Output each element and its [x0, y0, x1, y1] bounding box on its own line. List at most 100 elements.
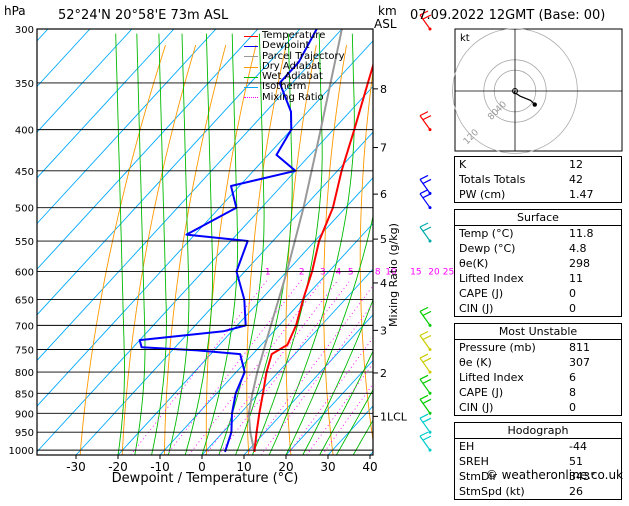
- parcel-trajectory: [247, 29, 343, 453]
- surface-row: CAPE (J) 0: [459, 287, 576, 300]
- x-tick-label: -30: [66, 460, 86, 474]
- wet-adiabat-line: [285, 214, 373, 455]
- mu-row: CIN (J) 0: [459, 401, 576, 414]
- legend-wet-adiabat: Wet Adiabat: [244, 71, 345, 82]
- legend-isotherm: Isotherm: [244, 82, 345, 92]
- pressure-tick-label: 300: [15, 25, 34, 36]
- wind-barb: [419, 374, 432, 395]
- mixing-ratio-line: [205, 279, 339, 455]
- km-tick-label: 6: [380, 188, 387, 201]
- x-tick-label: 40: [362, 460, 377, 474]
- mixing-ratio-label: 8: [375, 267, 381, 277]
- index-row: PW (cm) 1.47: [459, 188, 594, 201]
- wind-barb: [419, 394, 432, 415]
- x-tick-label: -10: [150, 460, 170, 474]
- km-tick-label: 3: [380, 324, 387, 337]
- x-tick-label: 20: [278, 460, 293, 474]
- mixing-ratio-label: 20: [428, 267, 440, 277]
- mixing-ratio-label: 1: [265, 267, 271, 277]
- wet-adiabat-line: [302, 298, 373, 455]
- mixing-ratio-label: 5: [348, 267, 354, 277]
- mu-row: Pressure (mb) 811: [459, 341, 590, 354]
- isotherm-line: [201, 268, 373, 455]
- mixing-ratio-label: 10: [385, 267, 397, 277]
- wet-adiabat-line: [336, 388, 373, 455]
- isotherm-line: [37, 29, 301, 316]
- isotherm-line: [75, 131, 373, 455]
- legend-mixing-ratio: Mixing Ratio: [244, 92, 345, 103]
- mixing-ratio-line: [166, 279, 303, 455]
- isotherm-line: [37, 29, 259, 270]
- km-tick-label: 1LCL: [380, 410, 408, 423]
- legend-parcel: Parcel Trajectory: [244, 51, 345, 62]
- wind-barb: [419, 306, 432, 327]
- wind-barb: [419, 431, 432, 452]
- hodo-row: SREH 51: [459, 455, 583, 468]
- mixing-ratio-label: 25: [443, 267, 454, 277]
- isotherm-line: [159, 222, 373, 455]
- isotherm-line: [37, 29, 91, 88]
- pressure-tick-label: 450: [15, 167, 34, 178]
- plot-frame: [36, 28, 374, 456]
- surface-section: Surface Temp (°C) 11.8 Dewp (°C) 4.8 θe(K)…: [454, 209, 622, 317]
- surface-row: θe(K) 298: [459, 257, 590, 270]
- most-unstable-section: Most Unstable Pressure (mb) 811 θe (K) 307…: [454, 323, 622, 416]
- wind-barb: [419, 10, 432, 31]
- temperature-profile: [253, 62, 373, 453]
- pressure-tick-label: 550: [15, 237, 34, 248]
- mixing-ratio-label: 2: [299, 267, 305, 277]
- wet-adiabat-line: [134, 33, 146, 455]
- wet-adiabat-line: [201, 33, 239, 455]
- legend-dry-adiabat: Dry Adiabat: [244, 61, 345, 72]
- x-tick-label: 0: [198, 460, 206, 474]
- dry-adiabat-line: [121, 44, 197, 455]
- hodograph-title: Hodograph: [455, 423, 621, 439]
- legend: Temperature Dewpoint Parcel Trajectory D…: [244, 30, 345, 103]
- pressure-tick-label: 650: [15, 295, 34, 306]
- surface-row: Temp (°C) 11.8: [459, 227, 594, 240]
- wind-barb: [419, 111, 432, 132]
- surface-title: Surface: [455, 210, 621, 226]
- isotherm-line: [37, 29, 217, 225]
- dewpoint-profile: [138, 29, 318, 453]
- isotherm-line: [37, 29, 133, 133]
- indices-panel: K 12 Totals Totals 42 PW (cm) 1.47 Surface …: [454, 156, 622, 506]
- hodo-row: StmSpd (kt) 26: [459, 485, 583, 498]
- x-tick-label: -20: [108, 460, 128, 474]
- wet-adiabat-line: [319, 350, 373, 455]
- wet-adiabat-line: [167, 33, 190, 455]
- mu-row: CAPE (J) 8: [459, 386, 576, 399]
- pressure-tick-label: 600: [15, 267, 34, 278]
- pressure-tick-label: 700: [15, 321, 34, 332]
- dry-adiabat-line: [163, 44, 227, 455]
- isotherm-line: [117, 177, 373, 455]
- isotherm-line: [37, 29, 175, 179]
- km-tick-label: 2: [380, 367, 387, 380]
- isotherm-line: [37, 85, 373, 453]
- isotherm-line: [37, 29, 343, 362]
- dry-adiabat-line: [359, 67, 373, 444]
- mixing-ratio-axis-label: Mixing Ratio (g/kg): [387, 223, 400, 327]
- wet-adiabat-line: [184, 33, 214, 455]
- pressure-tick-label: 800: [15, 368, 34, 379]
- surface-row: Dewp (°C) 4.8: [459, 242, 587, 255]
- location-title: 52°24'N 20°58'E 73m ASL: [58, 8, 229, 23]
- wet-adiabat-line: [151, 33, 167, 455]
- mixing-ratio-line: [188, 279, 324, 455]
- index-row: Totals Totals 42: [459, 173, 583, 186]
- isotherm-line: [0, 29, 6, 455]
- index-row: K 12: [459, 158, 583, 171]
- pressure-tick-label: 850: [15, 389, 34, 400]
- x-tick-label: 10: [236, 460, 251, 474]
- indices-section: K 12 Totals Totals 42 PW (cm) 1.47: [454, 156, 622, 203]
- mixing-ratio-line: [218, 279, 352, 455]
- hodograph-frame: [454, 28, 623, 152]
- hodograph-origin: [512, 88, 518, 94]
- wet-adiabat-line: [235, 33, 293, 455]
- wind-barb: [419, 174, 432, 195]
- dry-adiabat-line: [246, 44, 287, 455]
- x-axis-label: Dewpoint / Temperature (°C): [112, 471, 299, 486]
- footer-credit: © weatheronline.co.uk: [485, 468, 623, 482]
- surface-row: Lifted Index 11: [459, 272, 583, 285]
- most-unstable-title: Most Unstable: [455, 324, 621, 340]
